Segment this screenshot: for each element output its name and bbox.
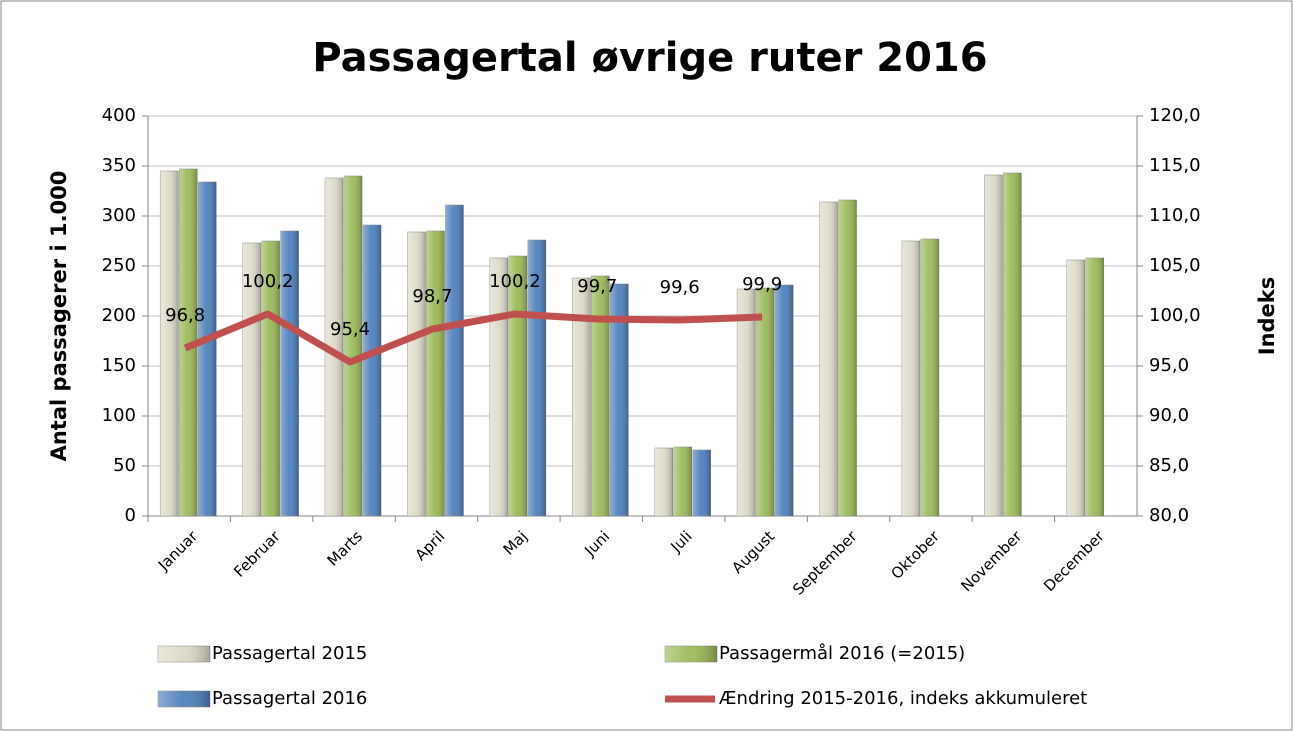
y-tick-label: 0 (125, 505, 136, 526)
data-label: 96,8 (165, 305, 205, 326)
legend-label: Passagertal 2015 (212, 643, 367, 664)
bar-shine (179, 169, 198, 516)
bar-shine (572, 278, 591, 516)
data-label: 98,7 (412, 286, 452, 307)
bar-shine (280, 231, 299, 516)
y-axis-label: Antal passagerer i 1.000 (47, 171, 71, 462)
data-label: 99,6 (660, 277, 700, 298)
y-tick-label: 200 (102, 305, 136, 326)
bar-shine (737, 289, 756, 516)
bar-shine (445, 205, 464, 516)
data-label: 99,9 (742, 274, 782, 295)
y2-tick-label: 80,0 (1149, 505, 1189, 526)
bar-shine (527, 240, 546, 516)
bar-shine (610, 284, 629, 516)
y2-tick-label: 110,0 (1149, 205, 1201, 226)
y-tick-label: 300 (102, 205, 136, 226)
legend-marker-shine (158, 691, 210, 707)
bar-shine (920, 239, 939, 516)
bar-shine (838, 200, 857, 516)
bar-shine (344, 176, 363, 516)
bar-shine (407, 232, 426, 516)
y2-tick-label: 100,0 (1149, 305, 1201, 326)
bar-shine (325, 178, 344, 516)
y2-tick-label: 85,0 (1149, 455, 1189, 476)
bar-shine (984, 175, 1003, 516)
y-tick-label: 350 (102, 155, 136, 176)
data-label: 95,4 (330, 319, 370, 340)
legend-marker-shine (665, 646, 717, 662)
bar-shine (591, 276, 610, 516)
bar-shine (242, 243, 261, 516)
legend-marker-shine (158, 646, 210, 662)
bar-shine (198, 182, 217, 516)
y-tick-label: 50 (113, 455, 136, 476)
bar-shine (756, 288, 775, 516)
y-tick-label: 250 (102, 255, 136, 276)
legend-label: Passagertal 2016 (212, 688, 367, 709)
y-tick-label: 400 (102, 105, 136, 126)
chart-title: Passagertal øvrige ruter 2016 (312, 35, 987, 81)
bar-shine (819, 202, 838, 516)
y-tick-label: 100 (102, 405, 136, 426)
bar-shine (901, 241, 920, 516)
bar-shine (508, 256, 527, 516)
bar-shine (489, 258, 508, 516)
bar-shine (363, 225, 382, 516)
y-tick-label: 150 (102, 355, 136, 376)
bar-shine (1066, 260, 1085, 516)
bar-shine (775, 285, 794, 516)
line (183, 310, 763, 366)
y2-tick-label: 105,0 (1149, 255, 1201, 276)
bar-shine (692, 450, 711, 516)
bar-shine (426, 231, 445, 516)
bar-shine (160, 171, 179, 516)
legend-label: Ændring 2015-2016, indeks akkumuleret (719, 688, 1087, 709)
bar-shine (1085, 258, 1104, 516)
y2-tick-label: 95,0 (1149, 355, 1189, 376)
y2-tick-label: 115,0 (1149, 155, 1201, 176)
bar-shine (673, 447, 692, 516)
bar-shine (654, 448, 673, 516)
legend-label: Passagermål 2016 (=2015) (719, 643, 965, 664)
data-label: 99,7 (577, 276, 617, 297)
y2-tick-label: 90,0 (1149, 405, 1189, 426)
bar-shine (1003, 173, 1022, 516)
y2-axis-label: Indeks (1255, 277, 1279, 356)
data-label: 100,2 (489, 271, 541, 292)
data-label: 100,2 (242, 271, 294, 292)
bar-shine (261, 241, 280, 516)
y2-tick-label: 120,0 (1149, 105, 1201, 126)
